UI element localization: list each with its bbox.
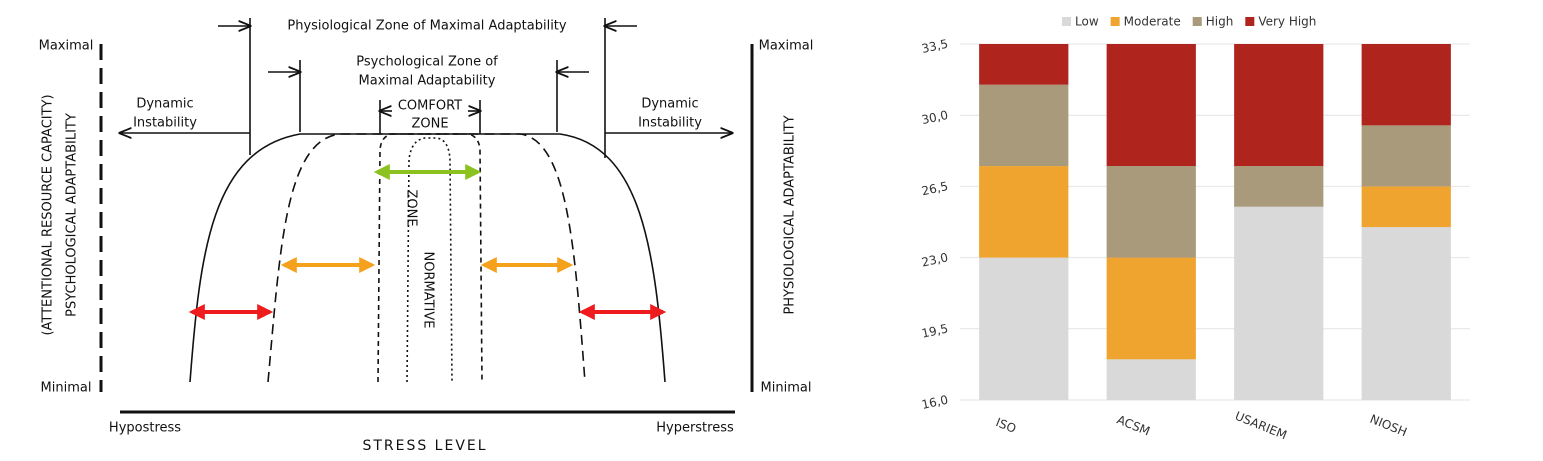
axis-label: (ATTENTIONAL RESOURCE CAPACITY) (41, 94, 56, 335)
label: Dynamic (641, 97, 698, 112)
label: Dynamic (136, 97, 193, 112)
bar-segment (1361, 227, 1451, 400)
label: Physiological Zone of Maximal Adaptabili… (287, 19, 567, 34)
bar-segment (1361, 44, 1451, 126)
x-tick-label: NIOSH (1368, 412, 1409, 439)
label: Psychological Zone of (356, 55, 498, 70)
axis-label: Minimal (761, 381, 812, 396)
axis-label: PSYCHOLOGICAL ADAPTABILITY (65, 113, 80, 317)
axis-label: PHYSIOLOGICAL ADAPTABILITY (783, 115, 798, 314)
axis-label: Hypostress (109, 421, 181, 436)
axis-label: STRESS LEVEL (362, 438, 487, 454)
legend-swatch (1110, 17, 1120, 26)
y-tick-label: 33,5 (920, 37, 949, 56)
x-tick-label: USARIEM (1233, 409, 1289, 442)
normative-curve (406, 137, 453, 383)
comfort-curve (377, 133, 483, 383)
legend-swatch (1062, 17, 1071, 26)
bar-segment (1234, 166, 1324, 207)
y-tick-label: 19,5 (920, 321, 949, 340)
bar-segment (979, 44, 1069, 85)
label: ZONE (404, 189, 419, 226)
chart: 16,0 19,5 23,0 26,5 30,0 33,5 ISO ACSM USARIEM NI… (920, 15, 1470, 442)
bar-segment (1361, 186, 1451, 228)
bar-segment (1106, 359, 1196, 400)
y-tick-label: 30,0 (920, 108, 949, 127)
label: COMFORT (398, 99, 462, 114)
bar-segment (1234, 206, 1324, 400)
legend-label: Moderate (1124, 15, 1181, 29)
label: Maximal Adaptability (359, 74, 496, 89)
label: Instability (133, 116, 197, 131)
bar-segment (979, 166, 1069, 258)
legend-swatch (1192, 17, 1202, 26)
label: ZONE (411, 117, 448, 132)
legend-label: High (1206, 15, 1234, 29)
legend-label: Low (1075, 15, 1099, 29)
bar-segment (1106, 166, 1196, 258)
x-tick-label: ACSM (1115, 413, 1152, 439)
x-tick-label: ISO (994, 415, 1018, 436)
axis-label: Hyperstress (656, 421, 734, 436)
legend-label: Very High (1258, 15, 1316, 29)
bar-segment (1234, 44, 1324, 167)
label: Instability (638, 116, 702, 131)
y-tick-label: 26,5 (920, 179, 949, 198)
bar-segment (1361, 125, 1451, 187)
bar-segment (1106, 257, 1196, 360)
bar-segment (979, 257, 1069, 400)
bar-segment (1106, 44, 1196, 167)
axis-label: Maximal (759, 39, 814, 54)
axis-label: Minimal (41, 381, 92, 396)
axis-label: Maximal (39, 39, 94, 54)
bar-segment (979, 84, 1069, 167)
diagram: Physiological Zone of Maximal Adaptabili… (39, 18, 814, 454)
y-tick-label: 16,0 (920, 393, 949, 412)
y-tick-label: 23,0 (920, 250, 949, 269)
legend-swatch (1245, 17, 1255, 26)
label: NORMATIVE (421, 252, 436, 329)
